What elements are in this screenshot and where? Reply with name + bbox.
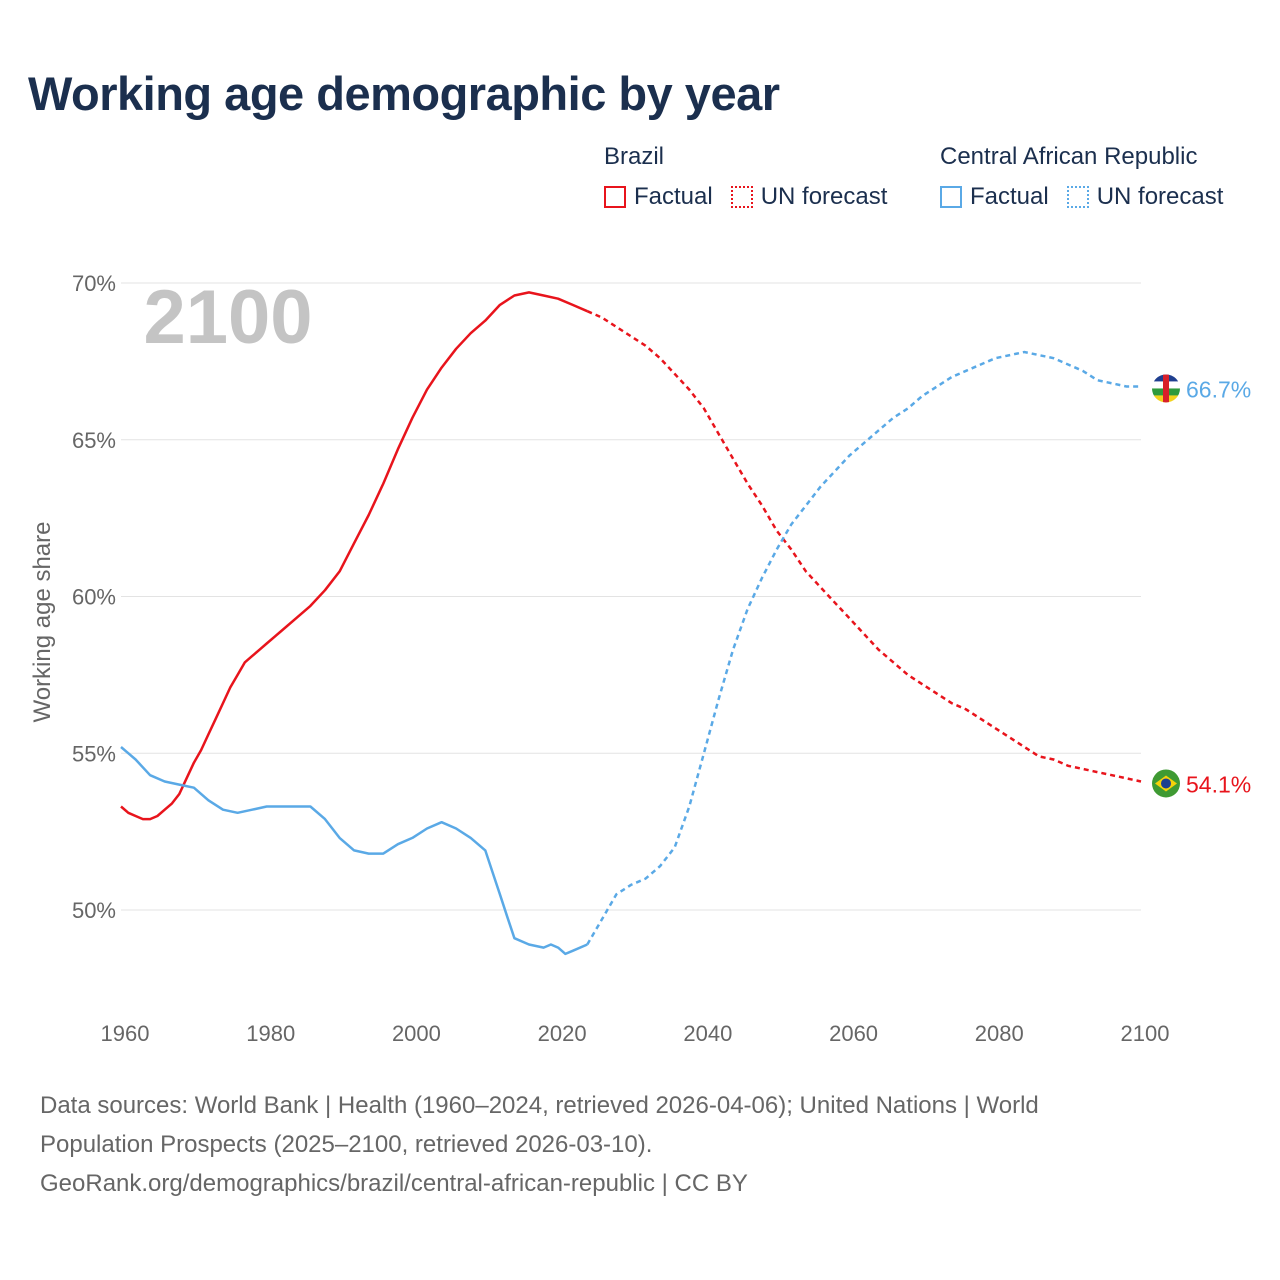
x-tick-label: 2040: [683, 1021, 732, 1046]
solid-swatch-icon: [604, 186, 626, 208]
central-african-republic-flag-icon: [1152, 374, 1180, 403]
legend-label: Factual: [634, 183, 713, 210]
solid-swatch-icon: [940, 186, 962, 208]
legend-country-name: Brazil: [604, 143, 665, 170]
series-lines: [120, 291, 1142, 956]
central-african-republic-end-value-label: 66.7%: [1186, 376, 1251, 402]
x-tick-label: 2020: [538, 1021, 587, 1046]
brazil-factual-line: [120, 291, 588, 821]
brazil-flag-icon: [1152, 769, 1180, 798]
legend-item-car-forecast[interactable]: UN forecast: [1066, 183, 1224, 211]
legend-item-brazil-factual[interactable]: Factual: [604, 183, 713, 211]
year-watermark: 2100: [143, 275, 312, 360]
x-tick-label: 1980: [246, 1021, 295, 1046]
y-tick-label: 55%: [72, 741, 116, 766]
legend-item-car-factual[interactable]: Factual: [940, 183, 1049, 211]
central-african-republic-forecast-line: [586, 350, 1141, 946]
y-tick-label: 50%: [72, 898, 116, 923]
dotted-swatch-icon: [730, 186, 753, 208]
legend-brazil: Brazil Factual UN forecast: [604, 143, 905, 211]
y-tick-label: 60%: [72, 585, 116, 610]
legend-label: Factual: [970, 183, 1049, 210]
y-tick-label: 70%: [72, 271, 116, 296]
central-african-republic-factual-line: [120, 746, 588, 956]
legend-item-brazil-forecast[interactable]: UN forecast: [730, 183, 888, 211]
line-chart: 50% 55% 60% 65% 70% 1960 1980 2000 2020 2040 2060…: [29, 271, 1251, 1046]
y-axis-label: Working age share: [29, 522, 56, 723]
x-axis-ticks: 1960 1980 2000 2020 2040 2060 2080 2100: [101, 1021, 1170, 1046]
x-tick-label: 2000: [392, 1021, 441, 1046]
x-tick-label: 1960: [101, 1021, 150, 1046]
brazil-end-value-label: 54.1%: [1186, 771, 1251, 797]
dotted-swatch-icon: [1066, 186, 1089, 208]
footer-line-2: Population Prospects (2025–2100, retriev…: [40, 1131, 653, 1158]
y-tick-label: 65%: [72, 428, 116, 453]
legend-label: UN forecast: [760, 183, 888, 210]
series-end-markers: 54.1% 66.7%: [1152, 374, 1251, 798]
footer-line-3: GeoRank.org/demographics/brazil/central-…: [40, 1170, 748, 1197]
brazil-forecast-line: [586, 310, 1142, 783]
y-axis-ticks: 50% 55% 60% 65% 70%: [72, 271, 116, 923]
footer-line-1: Data sources: World Bank | Health (1960–…: [40, 1092, 1039, 1119]
legend-label: UN forecast: [1096, 183, 1224, 210]
x-tick-label: 2060: [829, 1021, 878, 1046]
footer-sources: Data sources: World Bank | Health (1960–…: [40, 1086, 1240, 1203]
chart-title: Working age demographic by year: [28, 67, 780, 120]
legend-central-african-republic: Central African Republic Factual UN fore…: [940, 143, 1223, 211]
x-tick-label: 2080: [975, 1021, 1024, 1046]
legend-country-name: Central African Republic: [940, 143, 1198, 170]
x-tick-label: 2100: [1121, 1021, 1170, 1046]
grid-lines: [121, 282, 1141, 911]
